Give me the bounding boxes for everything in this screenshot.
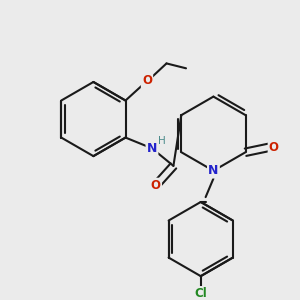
Text: O: O [269,141,279,154]
Text: O: O [142,74,152,88]
Text: H: H [158,136,166,146]
Text: O: O [151,179,161,192]
Text: N: N [147,142,157,155]
Text: N: N [208,164,219,177]
Text: Cl: Cl [194,287,207,300]
